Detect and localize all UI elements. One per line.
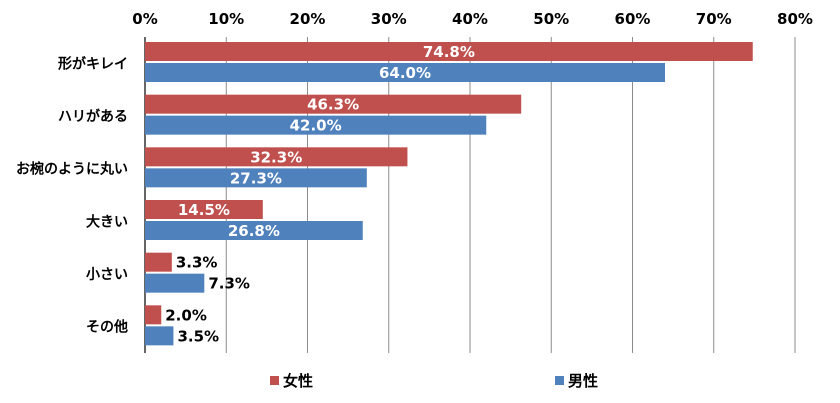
data-label: 32.3% bbox=[250, 148, 302, 166]
bar-female bbox=[145, 42, 753, 61]
legend-swatch bbox=[555, 376, 564, 385]
bar-male bbox=[145, 168, 367, 188]
bars: 74.8% 64.0% 46.3% 42.0% 32.3% 27.3%14.5% 26.8%… bbox=[145, 42, 753, 346]
data-label: 7.3% bbox=[208, 275, 250, 293]
category-label: その他 bbox=[86, 319, 128, 336]
data-label: 46.3% bbox=[307, 96, 359, 114]
category-label: 大きい bbox=[86, 213, 128, 230]
bar-female bbox=[145, 305, 162, 325]
bar-male bbox=[145, 221, 363, 240]
data-label: 3.5% bbox=[177, 327, 219, 345]
x-tick-label: 10% bbox=[208, 10, 244, 28]
bar-male bbox=[145, 273, 205, 293]
bar-female bbox=[145, 94, 522, 114]
data-label: 2.0% bbox=[165, 306, 207, 324]
bar-male bbox=[145, 115, 487, 135]
category-label: 形がキレイ bbox=[58, 55, 128, 72]
data-label: 42.0% bbox=[290, 117, 342, 135]
category-label: ハリがある bbox=[58, 108, 128, 125]
x-tick-label: 60% bbox=[615, 10, 651, 28]
legend-label: 男性 bbox=[568, 372, 598, 390]
bar-female bbox=[145, 252, 172, 272]
x-tick-label: 30% bbox=[371, 10, 407, 28]
x-tick-label: 40% bbox=[452, 10, 488, 28]
category-label: お椀のように丸い bbox=[16, 161, 128, 178]
x-tick-label: 0% bbox=[132, 10, 157, 28]
x-tick-label: 50% bbox=[533, 10, 569, 28]
x-axis-ticks: 0% 10% 20% 30% 40% 50% 60% 70% 80% bbox=[132, 10, 813, 28]
data-label: 27.3% bbox=[230, 169, 282, 187]
bar-male bbox=[145, 63, 665, 82]
category-label: 小さい bbox=[86, 267, 128, 283]
legend: 女性 男性 bbox=[270, 372, 598, 390]
x-tick-label: 70% bbox=[696, 10, 732, 28]
legend-swatch bbox=[270, 376, 279, 385]
x-tick-label: 20% bbox=[290, 10, 326, 28]
bar-female bbox=[145, 147, 408, 167]
bar-female bbox=[145, 200, 263, 219]
data-label: 3.3% bbox=[176, 254, 218, 272]
data-label: 64.0% bbox=[379, 64, 431, 82]
data-label: 74.8% bbox=[423, 43, 475, 61]
legend-label: 女性 bbox=[283, 372, 313, 390]
bar-male bbox=[145, 326, 174, 346]
gridlines bbox=[144, 37, 796, 353]
data-label: 26.8% bbox=[228, 222, 280, 240]
x-tick-label: 80% bbox=[777, 10, 813, 28]
data-label: 14.5% bbox=[178, 201, 230, 219]
